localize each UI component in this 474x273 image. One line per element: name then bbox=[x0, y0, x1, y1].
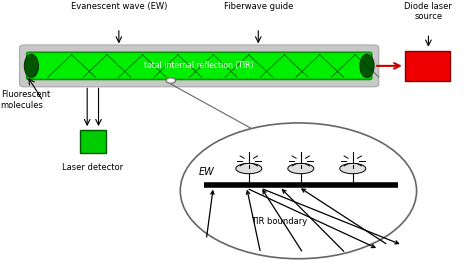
Circle shape bbox=[166, 78, 175, 83]
FancyBboxPatch shape bbox=[27, 52, 372, 79]
FancyBboxPatch shape bbox=[19, 45, 379, 87]
Text: total internal reflection (TIR): total internal reflection (TIR) bbox=[145, 61, 254, 70]
Ellipse shape bbox=[236, 163, 262, 174]
FancyBboxPatch shape bbox=[80, 130, 106, 153]
Ellipse shape bbox=[340, 163, 366, 174]
Text: TIR boundary: TIR boundary bbox=[251, 216, 308, 225]
Text: Evanescent wave (EW): Evanescent wave (EW) bbox=[71, 2, 167, 11]
Text: Laser detector: Laser detector bbox=[62, 163, 123, 172]
Text: Fluorescent
molecules: Fluorescent molecules bbox=[0, 90, 50, 110]
Text: EW: EW bbox=[199, 167, 215, 177]
FancyBboxPatch shape bbox=[405, 51, 450, 81]
Text: Fiberwave guide: Fiberwave guide bbox=[224, 2, 293, 11]
Ellipse shape bbox=[180, 123, 417, 259]
Text: Diode laser
source: Diode laser source bbox=[404, 2, 452, 22]
Ellipse shape bbox=[24, 54, 38, 78]
Ellipse shape bbox=[288, 163, 314, 174]
Ellipse shape bbox=[360, 54, 374, 78]
